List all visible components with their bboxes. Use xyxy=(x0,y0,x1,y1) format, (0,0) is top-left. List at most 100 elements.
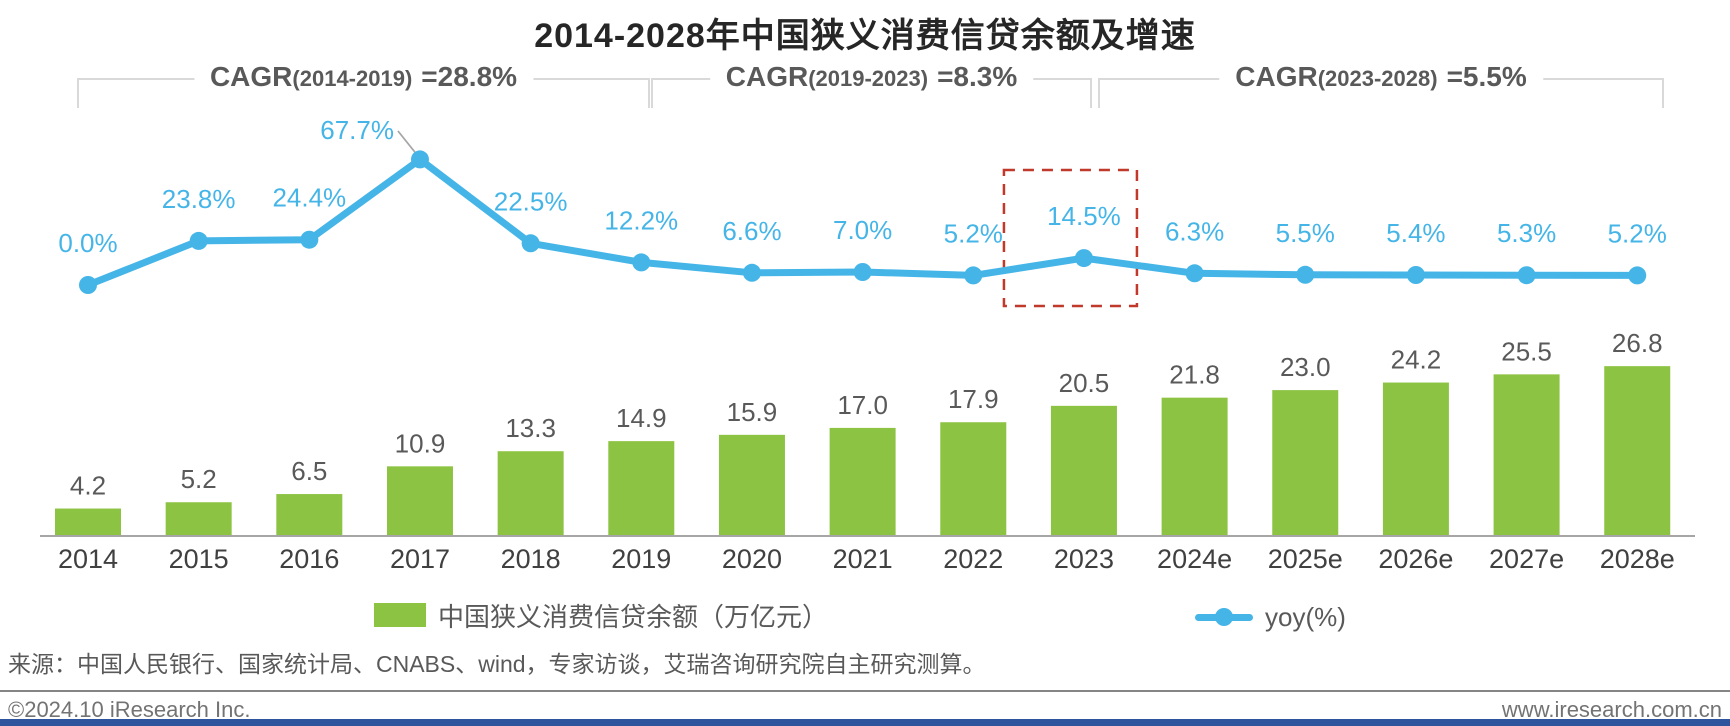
source-note: 来源：中国人民银行、国家统计局、CNABS、wind，专家访谈，艾瑞咨询研究院自… xyxy=(8,651,986,677)
cagr-label-2014-2019: CAGR(2014-2019) =28.8% xyxy=(193,60,534,96)
yoy-value-label-2028e: 5.2% xyxy=(1608,218,1667,248)
cagr-value: =5.5% xyxy=(1446,61,1527,92)
bar-2025e xyxy=(1272,390,1339,535)
cagr-label-2023-2028: CAGR(2023-2028) =5.5% xyxy=(1219,60,1543,96)
bar-2019 xyxy=(608,441,675,535)
bar-value-label-2014: 4.2 xyxy=(70,471,106,501)
legend-label-balance: 中国狭义消费信贷余额（万亿元） xyxy=(438,601,829,632)
x-axis-label-2021: 2021 xyxy=(833,544,893,574)
bar-2027e xyxy=(1493,374,1560,535)
blue-line-dot-swatch-icon xyxy=(1195,603,1253,631)
yoy-value-label-2022: 5.2% xyxy=(944,218,1003,248)
yoy-point-2026e xyxy=(1406,266,1425,284)
yoy-value-label-2014: 0.0% xyxy=(58,228,117,258)
x-axis-label-2017: 2017 xyxy=(390,544,450,574)
highlight-box-2023 xyxy=(1002,168,1139,308)
copyright-text: ©2024.10 iResearch Inc. xyxy=(8,697,251,722)
bar-value-label-2019: 14.9 xyxy=(616,403,667,433)
bar-2028e xyxy=(1604,366,1671,535)
bar-value-label-2024e: 21.8 xyxy=(1169,360,1220,390)
cagr-value: =28.8% xyxy=(421,61,518,92)
yoy-point-2015 xyxy=(189,231,208,250)
x-axis-label-2025e: 2025e xyxy=(1268,544,1343,574)
page-title: 2014-2028年中国狭义消费信贷余额及增速 xyxy=(534,17,1196,55)
cagr-range: (2014-2019) xyxy=(292,66,413,91)
yoy-value-label-2019: 12.2% xyxy=(604,205,678,235)
bottom-blue-strip xyxy=(0,719,1730,726)
yoy-value-label-2017: 67.7% xyxy=(320,115,394,145)
bar-2014 xyxy=(55,508,121,535)
bar-value-label-2016: 6.5 xyxy=(291,456,327,486)
yoy-point-2020 xyxy=(742,263,761,282)
cagr-range: (2019-2023) xyxy=(808,66,929,91)
bar-2026e xyxy=(1382,382,1449,535)
cagr-label-2019-2023: CAGR(2019-2023) =8.3% xyxy=(709,60,1034,96)
bar-2015 xyxy=(165,502,232,535)
yoy-value-label-2018: 22.5% xyxy=(494,186,568,216)
bar-2017 xyxy=(386,466,453,535)
yoy-value-label-2027e: 5.3% xyxy=(1497,218,1556,248)
bar-2022 xyxy=(940,422,1007,535)
x-axis-label-2027e: 2027e xyxy=(1489,544,1564,574)
yoy-point-2016 xyxy=(300,230,319,249)
legend-label-yoy: yoy(%) xyxy=(1265,601,1346,632)
x-axis-label-2018: 2018 xyxy=(501,544,561,574)
x-axis-label-2026e: 2026e xyxy=(1378,544,1453,574)
website-url: www.iresearch.com.cn xyxy=(1501,697,1722,722)
bar-2021 xyxy=(829,427,896,535)
green-bar-swatch-icon xyxy=(374,603,426,627)
legend-item-yoy: yoy(%) xyxy=(1195,601,1346,632)
label-leader-line xyxy=(397,130,419,157)
yoy-point-2017 xyxy=(410,150,429,169)
x-axis-label-2016: 2016 xyxy=(279,544,339,574)
yoy-point-2023 xyxy=(1074,249,1093,268)
bar-2018 xyxy=(497,451,564,535)
x-axis-label-2019: 2019 xyxy=(611,544,671,574)
bar-value-label-2017: 10.9 xyxy=(395,428,446,458)
legend-item-balance: 中国狭义消费信贷余额（万亿元） xyxy=(374,601,828,632)
x-axis-label-2023: 2023 xyxy=(1054,544,1114,574)
bar-value-label-2015: 5.2 xyxy=(181,464,217,494)
yoy-value-label-2025e: 5.5% xyxy=(1276,218,1335,248)
cagr-prefix: CAGR xyxy=(209,61,293,92)
bar-2016 xyxy=(276,494,343,535)
cagr-bracket-2014-2019: CAGR(2014-2019) =28.8% xyxy=(77,60,650,108)
yoy-value-label-2015: 23.8% xyxy=(162,184,236,214)
bar-value-label-2020: 15.9 xyxy=(727,397,778,427)
footer-divider xyxy=(0,690,1730,692)
yoy-point-2014 xyxy=(79,276,97,294)
yoy-point-2025e xyxy=(1296,265,1315,284)
bar-value-label-2025e: 23.0 xyxy=(1280,352,1331,382)
bar-value-label-2028e: 26.8 xyxy=(1612,328,1663,358)
bar-value-label-2021: 17.0 xyxy=(837,390,888,420)
bar-value-label-2023: 20.5 xyxy=(1059,368,1110,398)
yoy-value-label-2024e: 6.3% xyxy=(1165,216,1224,246)
yoy-point-2022 xyxy=(964,266,983,285)
yoy-value-label-2021: 7.0% xyxy=(833,215,892,245)
yoy-value-label-2020: 6.6% xyxy=(722,216,781,246)
cagr-bracket-2019-2023: CAGR(2019-2023) =8.3% xyxy=(651,60,1092,108)
bar-value-label-2018: 13.3 xyxy=(505,413,556,443)
cagr-value: =8.3% xyxy=(937,61,1018,92)
yoy-point-2024e xyxy=(1185,264,1204,283)
x-axis-label-2028e: 2028e xyxy=(1600,544,1675,574)
yoy-point-2019 xyxy=(632,253,651,272)
x-axis-label-2020: 2020 xyxy=(722,544,782,574)
cagr-bracket-2023-2028: CAGR(2023-2028) =5.5% xyxy=(1098,60,1664,108)
yoy-point-2021 xyxy=(853,263,872,281)
bar-value-label-2022: 17.9 xyxy=(948,384,999,414)
yoy-point-2027e xyxy=(1517,266,1536,285)
x-axis-label-2015: 2015 xyxy=(169,544,229,574)
cagr-range: (2023-2028) xyxy=(1317,66,1438,91)
x-axis-label-2014: 2014 xyxy=(58,544,118,574)
bar-2024e xyxy=(1161,397,1228,535)
x-axis-label-2024e: 2024e xyxy=(1157,544,1232,574)
yoy-point-2018 xyxy=(521,234,540,253)
bar-value-label-2027e: 25.5 xyxy=(1501,336,1552,366)
bar-2020 xyxy=(718,434,785,535)
x-axis-label-2022: 2022 xyxy=(943,544,1003,574)
yoy-value-label-2023: 14.5% xyxy=(1047,201,1121,231)
bar-value-label-2026e: 24.2 xyxy=(1391,345,1442,375)
yoy-point-2028e xyxy=(1628,266,1647,285)
